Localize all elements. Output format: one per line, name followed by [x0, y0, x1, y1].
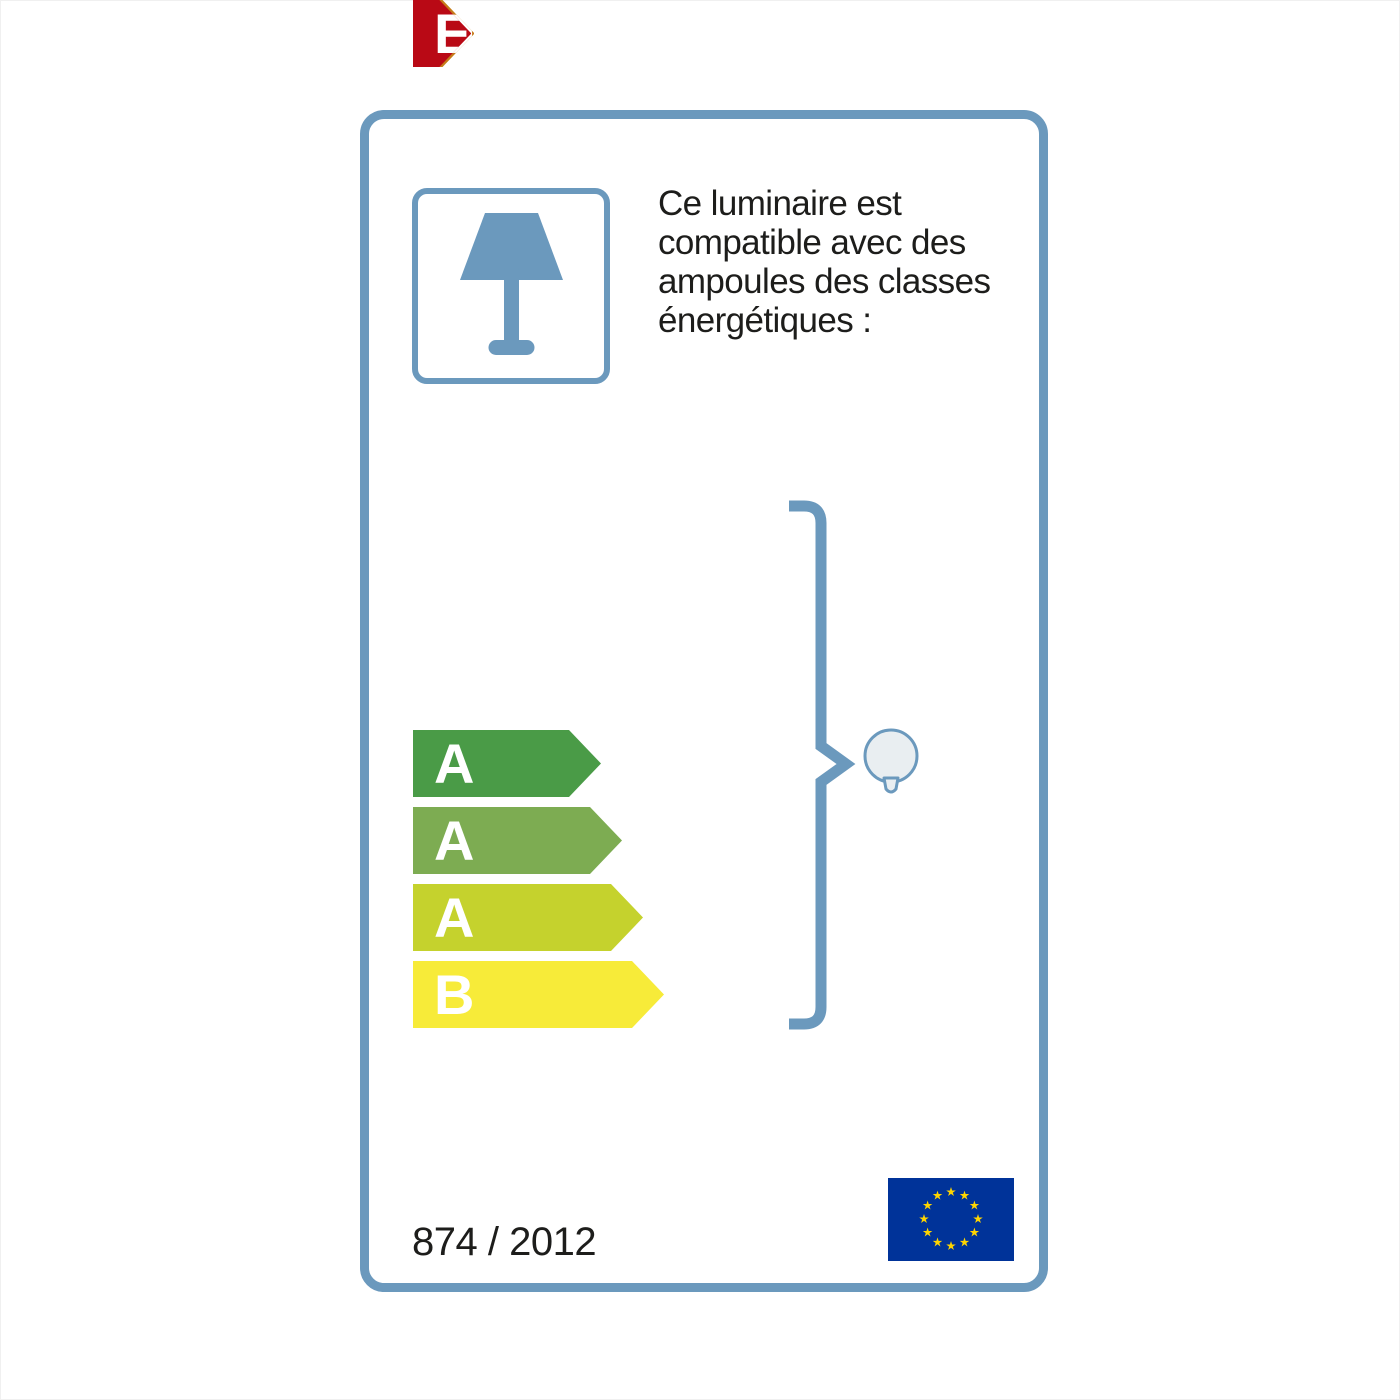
energy-class-arrow: A: [413, 807, 622, 874]
energy-class-arrow: B: [413, 961, 664, 1028]
curly-brace-icon: [789, 500, 856, 1030]
compatibility-text: Ce luminaire est compatible avec des amp…: [658, 184, 1018, 340]
light-bulb-icon: [863, 728, 919, 794]
table-lamp-icon: [460, 213, 563, 355]
compatibility-text-line: Ce luminaire est: [658, 184, 902, 223]
compatibility-text-line: compatible avec des: [658, 223, 966, 262]
energy-class-letter: B: [434, 963, 475, 1026]
energy-class-letter: E: [434, 2, 472, 65]
regulation-number: 874 / 2012: [412, 1220, 597, 1264]
lamp-stem-shape: [504, 268, 519, 348]
compatibility-text-line: énergétiques :: [658, 301, 872, 340]
brace-and-bulb-group: [789, 500, 919, 1030]
energy-class-letter: A: [434, 732, 475, 795]
lamp-shade-shape: [460, 213, 563, 280]
bulb-globe-shape: [863, 728, 919, 784]
compatibility-text-line: ampoules des classes: [658, 262, 991, 301]
lamp-base-shape: [488, 340, 535, 355]
energy-class-letter: A: [434, 809, 475, 872]
energy-class-arrow: A: [413, 730, 601, 797]
energy-class-arrow: E: [413, 0, 471, 67]
bulb-base-shape: [882, 776, 900, 794]
energy-class-arrow: A: [413, 884, 643, 951]
eu-flag-icon: [888, 1178, 1014, 1261]
energy-class-letter: A: [434, 886, 475, 949]
